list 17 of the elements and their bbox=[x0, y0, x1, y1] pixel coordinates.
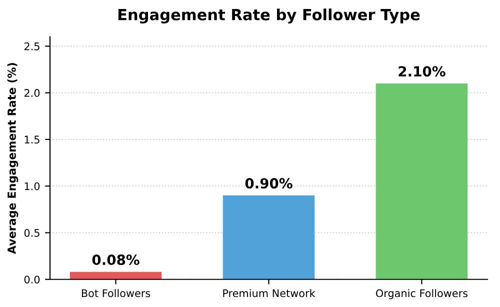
data-label: 0.90% bbox=[245, 178, 292, 189]
x-tick-label: Organic Followers bbox=[376, 289, 468, 300]
y-tick-label: 0.0 bbox=[24, 276, 40, 284]
y-tick-label: 1.0 bbox=[24, 182, 40, 190]
y-axis-title: Average Engagement Rate (%) bbox=[7, 63, 18, 254]
data-label: 0.08% bbox=[92, 254, 140, 266]
bar bbox=[376, 83, 468, 280]
y-tick-label: 2.0 bbox=[24, 89, 40, 97]
y-tick-label: 2.5 bbox=[24, 42, 40, 50]
bar bbox=[222, 195, 315, 280]
x-tick-label: Premium Network bbox=[223, 289, 316, 298]
y-tick-label: 1.5 bbox=[24, 136, 40, 144]
bar bbox=[70, 272, 162, 280]
x-tick-label: Bot Followers bbox=[82, 289, 150, 298]
y-tick-label: 0.5 bbox=[24, 228, 40, 237]
chart-title: Engagement Rate by Follower Type bbox=[118, 8, 420, 24]
data-label: 2.10% bbox=[398, 66, 446, 77]
